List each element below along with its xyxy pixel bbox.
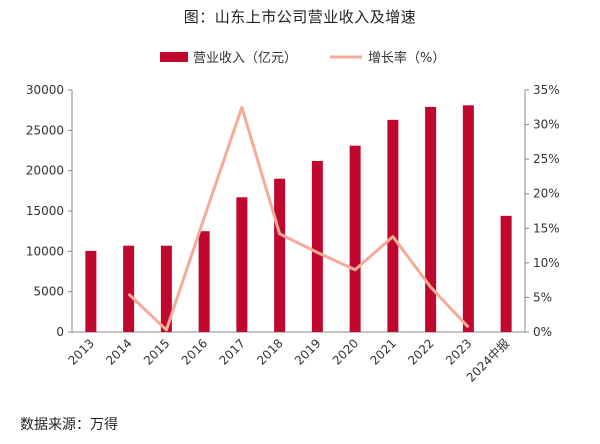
revenue-bar [425,106,437,332]
left-tick-label: 15000 [26,204,64,218]
revenue-bar [236,197,248,332]
left-tick-label: 0 [56,325,64,339]
revenue-bar [500,215,512,332]
x-tick-label: 2017 [216,336,247,367]
revenue-bar [462,105,474,333]
revenue-bar [123,245,135,332]
x-tick-label: 2022 [405,336,436,367]
x-tick-label: 2020 [330,336,361,367]
right-tick-label: 10% [533,256,560,270]
right-tick-label: 0% [533,325,552,339]
line-series [127,105,470,332]
left-tick-label: 5000 [33,285,64,299]
x-tick-label: 2014 [103,336,134,367]
revenue-bar [311,160,323,332]
revenue-bar [349,145,361,332]
left-tick-label: 25000 [26,123,64,137]
right-tick-label: 20% [533,187,560,201]
right-tick-label: 25% [533,152,560,166]
revenue-bar [274,178,286,332]
x-tick-label: 2018 [254,336,285,367]
chart-title: 图：山东上市公司营业收入及增速 [183,8,417,26]
x-tick-label: 2016 [179,336,210,367]
revenue-bar [387,119,399,332]
x-tick-label: 2021 [367,336,398,367]
bar-series [85,105,512,333]
source-note: 数据来源：万得 [20,417,118,433]
revenue-bar [160,245,172,332]
x-tick-label: 2013 [65,336,96,367]
legend-bar-label: 营业收入（亿元） [193,51,297,66]
legend: 营业收入（亿元） 增长率（%） [160,50,445,66]
axes: 0 5000 10000 15000 20000 25000 30000 0% 5% 10% 15%… [26,83,560,339]
right-tick-label: 30% [533,118,560,132]
right-tick-label: 5% [533,290,552,304]
x-tick-label: 2023 [443,336,474,367]
x-tick-label: 2019 [292,336,323,367]
left-tick-label: 30000 [26,83,64,97]
x-tick-label: 2015 [141,336,172,367]
right-tick-label: 35% [533,83,560,97]
right-tick-label: 15% [533,221,560,235]
left-tick-label: 20000 [26,164,64,178]
x-tick-labels: 2013 2014 2015 2016 2017 2018 2019 2020 2021 2022… [65,336,512,385]
legend-line-label: 增长率（%） [368,50,445,66]
revenue-bar [85,250,97,332]
left-tick-label: 10000 [26,244,64,258]
legend-bar-swatch [160,52,188,62]
revenue-bar [198,231,210,332]
growth-rate-line [127,105,470,332]
